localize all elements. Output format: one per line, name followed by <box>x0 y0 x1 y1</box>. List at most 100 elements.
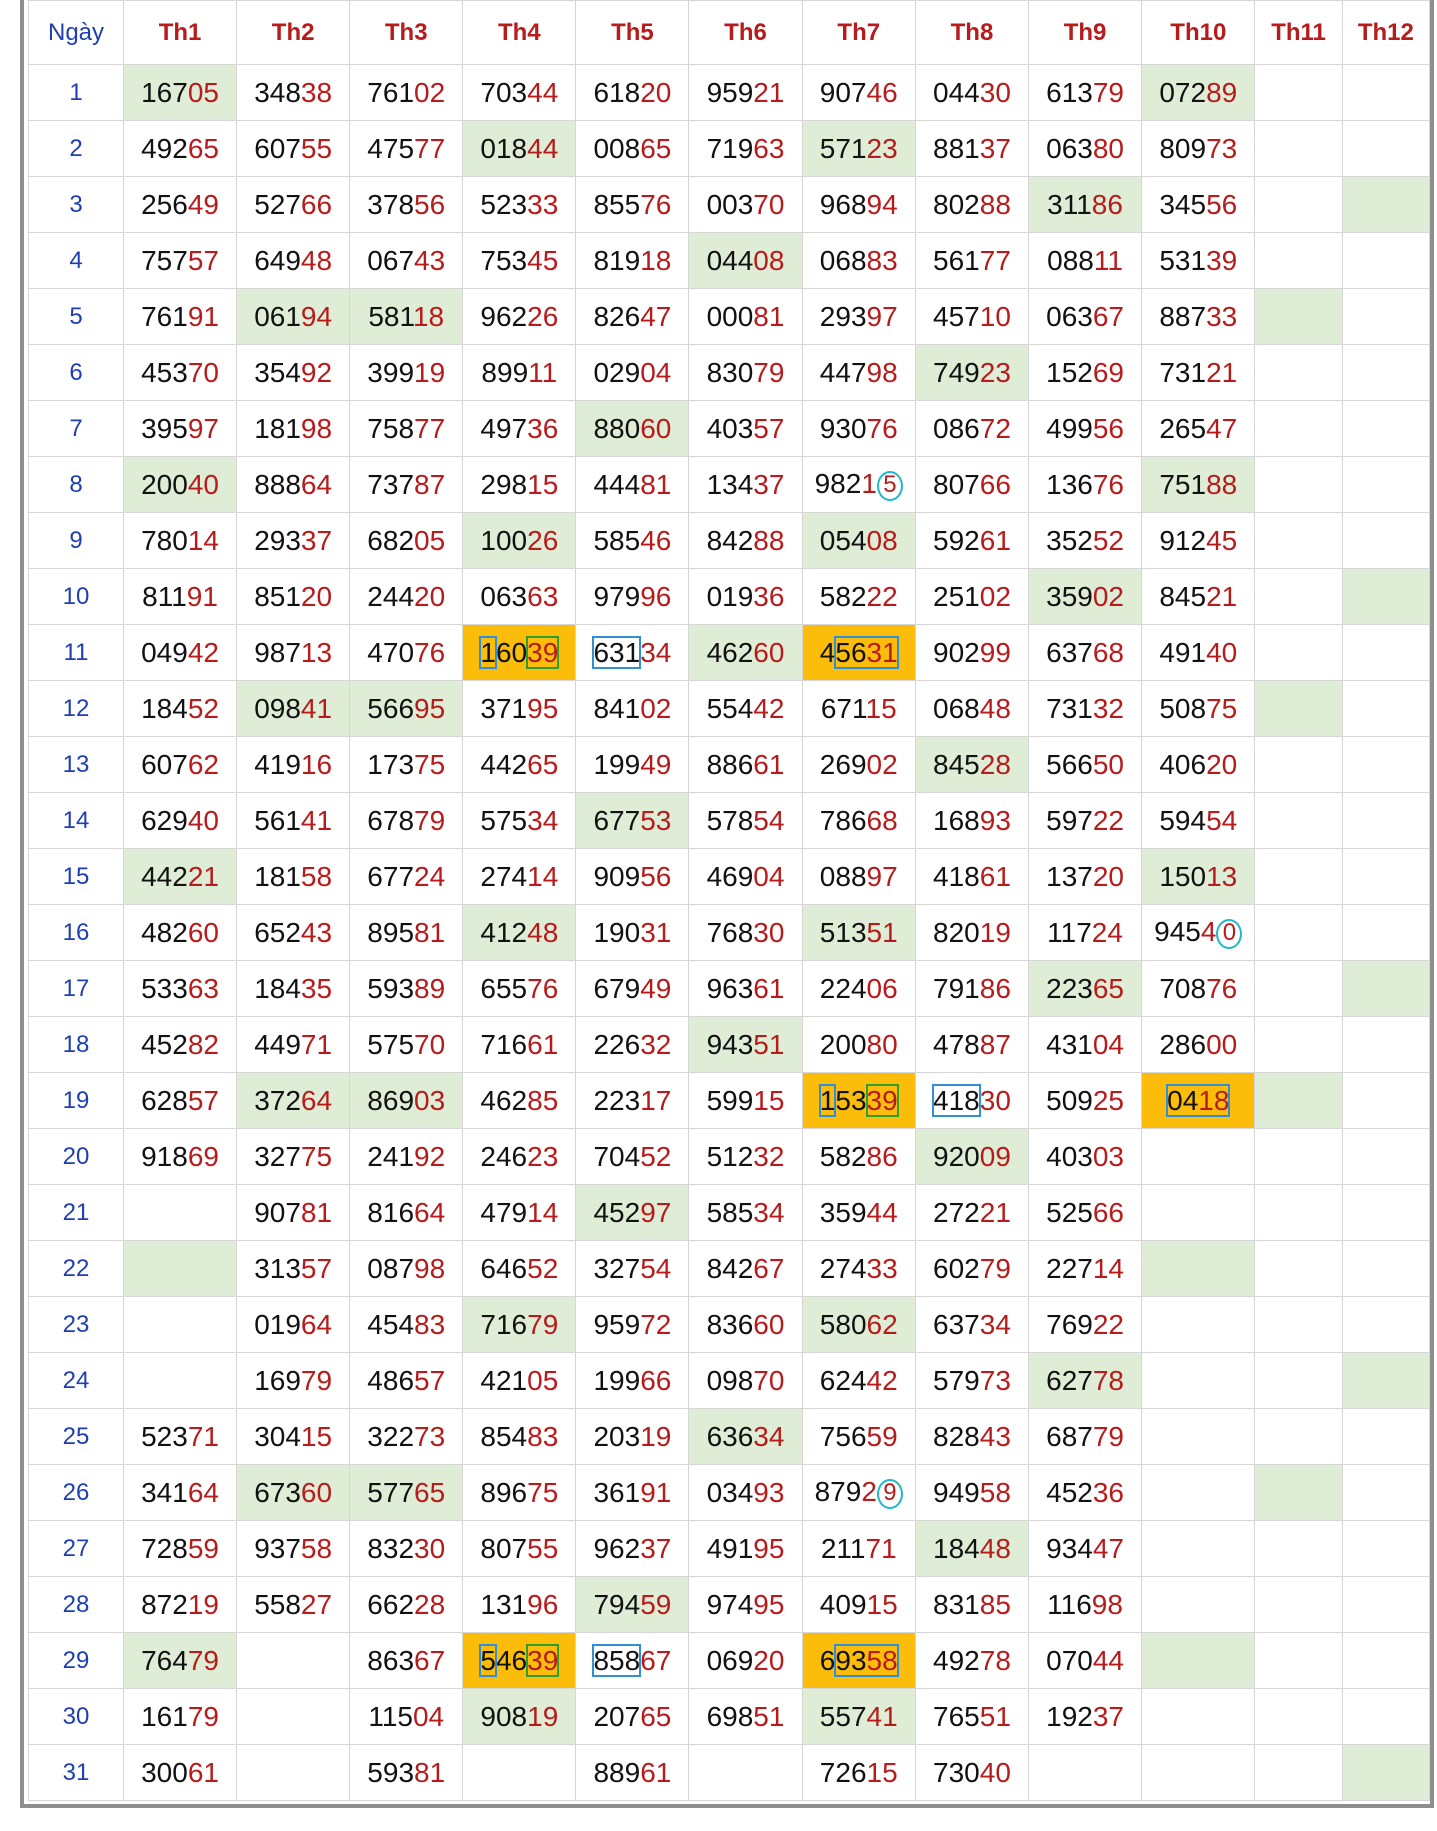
day-number: 21 <box>28 1184 124 1241</box>
result-cell <box>1341 1688 1431 1745</box>
table-row: 3 25649 52766 37856 52333 85576 00370 96894 8028… <box>28 176 1431 233</box>
result-cell: 58222 <box>801 568 916 625</box>
result-cell <box>1341 344 1431 401</box>
result-cell: 76830 <box>688 904 803 961</box>
month-header: Th4 <box>462 0 577 65</box>
result-cell: 06367 <box>1028 288 1143 345</box>
boxed-digits: 39 <box>526 635 560 669</box>
result-cell: 78014 <box>122 512 238 569</box>
result-cell: 67115 <box>801 680 916 737</box>
result-cell <box>1254 512 1343 569</box>
result-cell <box>1254 1296 1343 1353</box>
result-cell <box>1141 1408 1256 1465</box>
result-cell <box>1254 344 1343 401</box>
result-cell: 41830 <box>914 1072 1030 1129</box>
result-cell: 48657 <box>349 1352 464 1409</box>
result-cell <box>1341 1576 1431 1633</box>
result-cell: 60762 <box>122 736 238 793</box>
result-cell: 9821 5 <box>801 456 916 513</box>
day-number: 4 <box>28 232 124 289</box>
table-row: 28 87219 55827 66228 13196 79459 97495 40915 831… <box>28 1576 1431 1633</box>
result-cell: 40620 <box>1141 736 1256 793</box>
result-cell <box>1341 232 1431 289</box>
result-cell <box>1141 1688 1256 1745</box>
result-cell: 20040 <box>122 456 238 513</box>
result-cell <box>1254 456 1343 513</box>
result-cell <box>1254 1632 1343 1689</box>
result-cell: 76191 <box>122 288 238 345</box>
result-cell: 39597 <box>122 400 238 457</box>
day-number: 11 <box>28 624 124 681</box>
result-cell: 76479 <box>122 1632 238 1689</box>
result-cell: 96237 <box>575 1520 690 1577</box>
result-cell: 52333 <box>462 176 577 233</box>
result-cell: 06380 <box>1028 120 1143 177</box>
result-cell: 85576 <box>575 176 690 233</box>
result-cell: 81918 <box>575 232 690 289</box>
result-cell: 70876 <box>1141 960 1256 1017</box>
result-cell: 19949 <box>575 736 690 793</box>
day-number: 20 <box>28 1128 124 1185</box>
result-cell: 81664 <box>349 1184 464 1241</box>
month-header: Th9 <box>1028 0 1143 65</box>
day-number: 1 <box>28 64 124 121</box>
result-cell: 26902 <box>801 736 916 793</box>
result-cell: 20319 <box>575 1408 690 1465</box>
result-cell <box>1341 1184 1431 1241</box>
result-cell <box>1341 64 1431 121</box>
result-cell: 18448 <box>914 1520 1030 1577</box>
result-cell: 00865 <box>575 120 690 177</box>
result-cell: 19966 <box>575 1352 690 1409</box>
result-cell: 09870 <box>688 1352 803 1409</box>
table-row: 7 39597 18198 75877 49736 88060 40357 93076 0867… <box>28 400 1431 457</box>
result-cell: 61820 <box>575 64 690 121</box>
result-cell: 76922 <box>1028 1296 1143 1353</box>
result-cell: 67724 <box>349 848 464 905</box>
result-cell: 84102 <box>575 680 690 737</box>
day-number: 31 <box>28 1744 124 1801</box>
result-cell: 67360 <box>236 1464 351 1521</box>
result-cell: 63634 <box>688 1408 803 1465</box>
result-cell: 08897 <box>801 848 916 905</box>
result-cell: 37856 <box>349 176 464 233</box>
result-cell: 44798 <box>801 344 916 401</box>
result-cell <box>1341 1408 1431 1465</box>
result-cell: 11504 <box>349 1688 464 1745</box>
results-table-frame: Ngày Th1 Th2 Th3 Th4 Th5 Th6 Th7 Th8 Th9… <box>20 0 1434 1808</box>
result-cell: 69358 <box>801 1632 916 1689</box>
day-number: 26 <box>28 1464 124 1521</box>
result-cell: 75757 <box>122 232 238 289</box>
result-cell: 44481 <box>575 456 690 513</box>
result-cell <box>1254 1072 1343 1129</box>
result-cell: 58062 <box>801 1296 916 1353</box>
result-cell: 71963 <box>688 120 803 177</box>
result-cell: 43104 <box>1028 1016 1143 1073</box>
result-cell: 37195 <box>462 680 577 737</box>
boxed-digits: 1 <box>479 635 497 669</box>
result-cell: 59261 <box>914 512 1030 569</box>
result-cell: 60755 <box>236 120 351 177</box>
table-row: 30 16179 11504 90819 20765 69851 55741 76551 192… <box>28 1688 1431 1745</box>
result-cell: 57854 <box>688 792 803 849</box>
month-header: Th8 <box>914 0 1030 65</box>
result-cell <box>1254 1408 1343 1465</box>
circled-digit: 5 <box>876 470 903 501</box>
result-cell: 83660 <box>688 1296 803 1353</box>
result-cell <box>1254 400 1343 457</box>
result-cell <box>1254 1576 1343 1633</box>
day-number: 19 <box>28 1072 124 1129</box>
result-cell: 86903 <box>349 1072 464 1129</box>
result-cell: 01936 <box>688 568 803 625</box>
day-number: 25 <box>28 1408 124 1465</box>
result-cell: 84288 <box>688 512 803 569</box>
result-cell <box>1141 1296 1256 1353</box>
result-cell: 20765 <box>575 1688 690 1745</box>
result-cell: 62940 <box>122 792 238 849</box>
table-row: 24 16979 48657 42105 19966 09870 62442 57973 627… <box>28 1352 1431 1409</box>
table-row: 2 49265 60755 47577 01844 00865 71963 57123 8813… <box>28 120 1431 177</box>
result-cell: 01964 <box>236 1296 351 1353</box>
result-cell: 57534 <box>462 792 577 849</box>
day-number: 16 <box>28 904 124 961</box>
result-cell: 47076 <box>349 624 464 681</box>
result-cell <box>1341 1296 1431 1353</box>
